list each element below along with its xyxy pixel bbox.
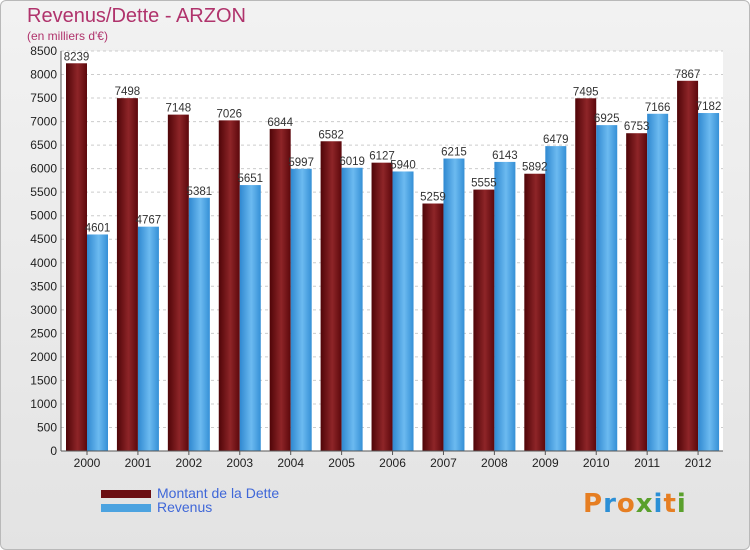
legend-swatch-debt [101,490,151,498]
x-tick-label: 2003 [226,456,253,470]
data-label: 4767 [136,215,162,227]
bar-revenus [392,171,414,451]
bar-revenus [239,185,261,451]
x-tick-label: 2001 [125,456,152,470]
data-label: 5555 [471,178,497,190]
bar-dette [575,98,597,451]
bar-dette [218,120,240,451]
bar-revenus [290,168,312,451]
data-label: 5381 [187,186,213,198]
y-tick-label: 2500 [30,326,57,340]
y-tick-label: 5000 [30,209,57,223]
data-label: 6753 [624,121,650,133]
y-tick-label: 8000 [30,68,57,82]
data-label: 6127 [369,151,395,163]
bar-revenus [443,158,465,451]
data-label: 7166 [645,102,671,114]
bar-dette [677,80,699,451]
data-label: 5940 [390,159,416,171]
logo-letter: x [635,489,654,519]
chart-title: Revenus/Dette - ARZON [27,5,246,27]
y-tick-label: 500 [37,420,57,434]
y-tick-label: 4500 [30,232,57,246]
x-tick-label: 2010 [583,456,610,470]
data-label: 6844 [267,117,293,129]
legend-swatch-revenus [101,504,151,512]
bar-dette [371,162,393,451]
y-tick-label: 1000 [30,397,57,411]
data-label: 8239 [64,51,90,63]
data-label: 6925 [594,113,620,125]
bar-dette [422,203,444,451]
data-label: 7148 [166,103,192,115]
data-label: 7867 [675,69,701,81]
bar-dette [269,128,291,451]
proxiti-logo: Proxiti [583,489,687,519]
bar-revenus [596,125,618,451]
y-tick-label: 2000 [30,350,57,364]
data-label: 6479 [543,134,569,146]
bar-revenus [698,113,720,451]
x-tick-label: 2008 [481,456,508,470]
y-tick-label: 4000 [30,256,57,270]
logo-letter: o [616,489,636,519]
data-label: 7495 [573,86,599,98]
bar-revenus [87,234,108,451]
y-tick-label: 0 [50,444,57,458]
y-tick-label: 7000 [30,115,57,129]
bar-dette [320,141,342,451]
data-label: 7498 [115,86,141,98]
logo-letter: i [676,489,687,519]
x-tick-label: 2005 [328,456,355,470]
x-tick-label: 2012 [685,456,712,470]
x-tick-label: 2006 [379,456,406,470]
y-tick-label: 3000 [30,303,57,317]
data-label: 5651 [237,173,263,185]
y-tick-label: 3500 [30,279,57,293]
y-tick-label: 7500 [30,91,57,105]
data-label: 5997 [288,157,314,169]
logo-letter: P [583,489,604,519]
legend-label-revenus: Revenus [157,499,213,515]
y-tick-label: 8500 [30,44,57,58]
bar-revenus [545,146,567,451]
bar-dette [473,189,495,451]
data-label: 5259 [420,192,446,204]
y-tick-label: 6000 [30,162,57,176]
bar-dette [167,114,189,451]
logo-letter: t [663,489,677,519]
x-tick-label: 2009 [532,456,559,470]
bar-revenus [188,197,210,451]
x-tick-label: 2007 [430,456,457,470]
data-label: 7182 [696,101,722,113]
bar-dette [524,173,546,451]
bar-revenus [137,226,159,451]
x-tick-label: 2000 [74,456,101,470]
bar-revenus [341,167,363,452]
logo-letter: r [603,489,617,519]
bar-dette [116,98,138,451]
x-tick-label: 2002 [175,456,202,470]
y-tick-label: 1500 [30,373,57,387]
bar-revenus [647,113,669,451]
y-tick-label: 5500 [30,185,57,199]
logo-letter: i [653,489,664,519]
chart-subtitle: (en milliers d'€) [27,29,108,43]
y-tick-label: 6500 [30,138,57,152]
data-label: 7026 [216,108,242,120]
data-label: 5892 [522,162,548,174]
legend-label-debt: Montant de la Dette [157,485,280,501]
x-tick-label: 2011 [634,456,660,470]
data-label: 4601 [85,222,111,234]
data-label: 6582 [318,129,344,141]
data-label: 6215 [441,147,467,159]
bar-revenus [494,161,516,451]
data-label: 6143 [492,150,518,162]
bar-dette [66,63,87,452]
data-label: 6019 [339,156,365,168]
x-tick-label: 2004 [277,456,304,470]
bar-dette [626,133,648,451]
